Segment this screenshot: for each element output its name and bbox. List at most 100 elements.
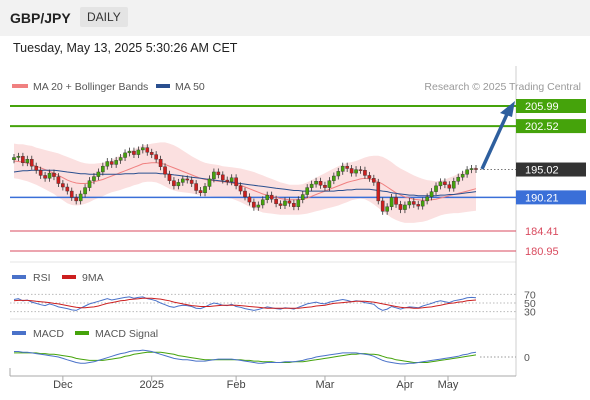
legend-macd-signal-label: MACD Signal — [95, 328, 158, 340]
candle — [56, 173, 61, 188]
candle — [425, 193, 429, 205]
timeframe-badge[interactable]: DAILY — [80, 7, 128, 27]
candle — [189, 176, 194, 188]
candle — [389, 193, 394, 211]
candle — [65, 183, 70, 195]
candle — [43, 171, 47, 182]
candle — [225, 176, 230, 186]
candle — [194, 180, 198, 194]
candle — [118, 154, 123, 164]
macd-signal-line — [14, 351, 477, 363]
candle — [69, 187, 74, 201]
x-tick-label: Dec — [53, 379, 73, 391]
candle — [212, 168, 216, 183]
pivot-tag — [516, 190, 586, 205]
rsi-tick-label: 70 — [524, 289, 536, 301]
legend-ma50-label: MA 50 — [175, 81, 205, 93]
candle — [145, 144, 150, 156]
header-bar: GBP/JPY DAILY — [0, 0, 590, 36]
candle — [29, 155, 34, 170]
candle — [265, 191, 270, 204]
candle — [92, 173, 96, 185]
candle — [340, 162, 345, 175]
candle — [438, 178, 443, 190]
candle — [176, 178, 181, 190]
resistance-tag — [516, 99, 586, 113]
candle — [238, 182, 243, 195]
resistance-tag — [516, 119, 586, 134]
candle — [38, 166, 43, 179]
candle — [372, 174, 376, 186]
candle — [220, 171, 225, 184]
candle — [305, 184, 309, 199]
candle — [83, 184, 87, 198]
bollinger-band — [14, 142, 476, 223]
candle — [141, 144, 145, 154]
candle — [407, 198, 412, 209]
research-credit: Research © 2025 Trading Central — [424, 81, 581, 93]
candle — [16, 152, 21, 161]
legend-rsi-label: RSI — [33, 272, 51, 284]
projection-arrow — [480, 101, 515, 170]
legend-ma50-swatch — [156, 84, 170, 88]
candle — [269, 191, 274, 203]
timestamp: Tuesday, May 13, 2025 5:30:26 AM CET — [13, 41, 238, 55]
candle — [203, 182, 207, 197]
candle — [469, 165, 474, 174]
candle — [451, 177, 456, 192]
candle — [429, 188, 434, 201]
level-labels: 205.99 202.52 195.02 190.21 184.41 180.95 — [516, 99, 586, 258]
bollinger-band-area — [14, 142, 476, 223]
candle — [327, 177, 332, 192]
legend-ma20-label: MA 20 + Bollinger Bands — [33, 81, 148, 93]
resistance-value: 202.52 — [525, 121, 559, 133]
rsi-line — [13, 296, 477, 311]
x-tick-label: Feb — [227, 379, 246, 391]
candle — [398, 200, 403, 214]
resistance-value: 205.99 — [525, 101, 559, 113]
legend-9ma-swatch — [62, 275, 76, 279]
rsi-9ma-line — [13, 297, 477, 309]
rsi-tick-label: 50 — [524, 298, 536, 310]
candle — [403, 201, 407, 214]
candle — [354, 166, 358, 177]
candle — [314, 177, 318, 188]
candles — [12, 144, 478, 215]
candle — [12, 154, 16, 164]
candle — [109, 158, 114, 168]
candle — [474, 165, 478, 173]
candle — [460, 170, 465, 181]
candle — [181, 175, 185, 186]
candle — [136, 146, 141, 159]
candle — [234, 174, 238, 190]
candle — [198, 187, 203, 197]
candle — [52, 169, 56, 181]
x-tick-label: Apr — [396, 379, 413, 391]
x-tick-label: 2025 — [139, 379, 163, 391]
legend-rsi-swatch — [12, 275, 26, 279]
candle — [158, 155, 163, 171]
candle — [443, 178, 447, 189]
legend-macd-signal-swatch — [75, 331, 89, 335]
candle — [447, 181, 452, 192]
support-value: 180.95 — [525, 246, 559, 258]
candle — [96, 168, 101, 181]
candle — [300, 191, 305, 204]
candle — [296, 196, 301, 211]
candle — [416, 200, 421, 210]
candle — [78, 190, 83, 205]
candle — [61, 180, 65, 191]
candle — [74, 193, 78, 205]
candle — [247, 193, 252, 206]
candle — [132, 147, 136, 159]
candle — [309, 180, 314, 192]
macd-line — [14, 349, 477, 365]
candle — [336, 167, 341, 180]
candle — [420, 197, 425, 210]
candle — [243, 187, 247, 201]
time-axis: Dec 2025 Feb Mar Apr May — [9, 368, 459, 391]
legend-macd-swatch — [12, 331, 26, 335]
